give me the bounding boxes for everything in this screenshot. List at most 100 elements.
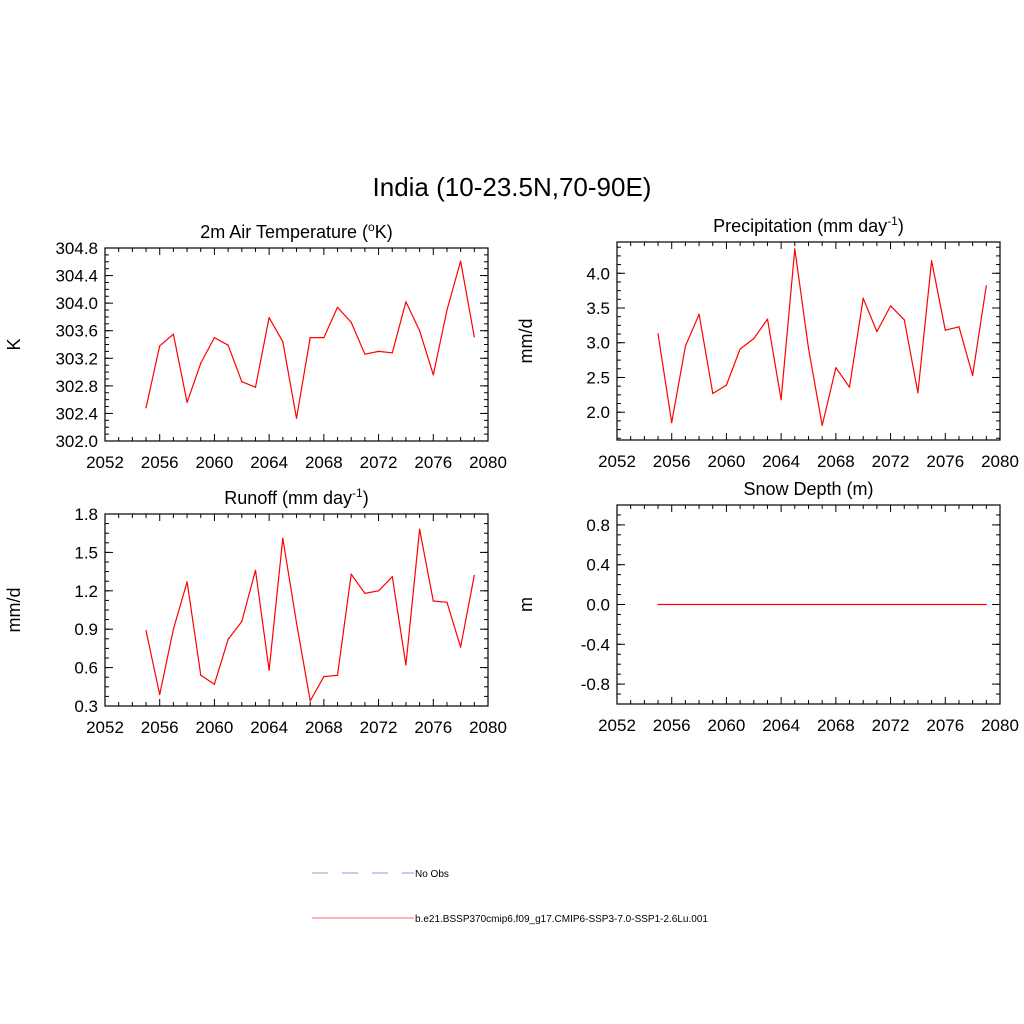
- panel-title-text: Precipitation (mm day: [713, 216, 887, 236]
- x-tick-label: 2064: [762, 452, 800, 471]
- data-point: [931, 260, 933, 262]
- x-tick-label: 2076: [926, 716, 964, 735]
- y-axis-label: mm/d: [4, 588, 24, 633]
- data-point: [944, 603, 946, 606]
- y-tick-label: 3.0: [586, 334, 610, 353]
- data-point: [835, 603, 837, 606]
- data-point: [268, 669, 270, 671]
- y-axis-label: m: [516, 597, 536, 612]
- data-point: [159, 345, 161, 347]
- data-point: [460, 646, 462, 648]
- plot-frame: [104, 513, 489, 707]
- y-tick-label: 1.8: [74, 505, 98, 524]
- data-point: [432, 374, 434, 376]
- x-tick-label: 2072: [360, 718, 398, 737]
- data-point: [145, 629, 147, 632]
- x-tick-label: 2064: [250, 453, 288, 472]
- y-tick-label: 0.0: [586, 596, 610, 615]
- x-tick-label: 2072: [360, 453, 398, 472]
- data-point: [862, 297, 864, 299]
- data-point: [671, 422, 673, 424]
- data-point: [889, 305, 892, 307]
- x-tick-label: 2052: [86, 718, 124, 737]
- data-point: [446, 601, 448, 603]
- data-point: [241, 381, 243, 383]
- data-point: [254, 386, 257, 388]
- series-line: [657, 248, 987, 426]
- x-tick-label: 2060: [708, 716, 746, 735]
- legend-label-1: No Obs: [415, 869, 449, 880]
- data-point: [460, 260, 462, 262]
- data-point: [282, 341, 284, 343]
- x-tick-label: 2076: [926, 452, 964, 471]
- data-point: [794, 248, 796, 250]
- data-point: [766, 603, 769, 606]
- x-tick-label: 2076: [414, 718, 452, 737]
- data-point: [657, 333, 659, 335]
- data-point: [698, 313, 700, 315]
- panel-title-suffix: K): [375, 222, 393, 242]
- data-point: [309, 700, 311, 702]
- data-point: [931, 603, 933, 606]
- data-point: [254, 569, 257, 571]
- data-point: [145, 407, 147, 409]
- panel-title-text: Runoff (mm day: [224, 488, 352, 508]
- y-tick-label: -0.8: [581, 675, 610, 694]
- data-point: [391, 576, 393, 578]
- y-tick-label: 0.6: [74, 659, 98, 678]
- data-point: [323, 675, 325, 678]
- data-point: [985, 603, 987, 606]
- data-point: [473, 574, 475, 577]
- data-point: [473, 336, 475, 338]
- y-tick-label: 0.8: [586, 516, 610, 535]
- data-point: [753, 337, 755, 340]
- data-point: [835, 367, 837, 369]
- series-line: [145, 528, 475, 702]
- y-tick-label: 303.2: [55, 349, 98, 368]
- x-tick-label: 2060: [708, 452, 746, 471]
- chart-panel-4: 2052 2056 2060 2064 2068 2072 2076 2080 -0.8 -0.4…: [516, 479, 1019, 735]
- data-point: [684, 603, 686, 606]
- chart-panel-2: 2052 2056 2060 2064 2068 2072 2076 2080 2.0 2.5 3.…: [516, 214, 1019, 471]
- chart-panel-3: 2052 2056 2060 2064 2068 2072 2076 2080 0.3 0.6 0.…: [4, 486, 507, 737]
- x-tick-label: 2068: [305, 718, 343, 737]
- y-tick-label: -0.4: [581, 635, 610, 654]
- x-tick-label: 2076: [414, 453, 452, 472]
- data-point: [419, 330, 421, 332]
- x-tick-label: 2056: [653, 716, 691, 735]
- data-point: [295, 622, 298, 624]
- data-point: [186, 401, 188, 403]
- data-point: [876, 331, 878, 333]
- data-point: [903, 603, 905, 606]
- x-tick-label: 2052: [598, 716, 636, 735]
- chart-panel-1: 2052 2056 2060 2064 2068 2072 2076 2080 302.0 302…: [4, 220, 507, 472]
- data-point: [241, 620, 243, 623]
- data-point: [377, 350, 380, 352]
- data-point: [268, 317, 270, 319]
- x-tick-label: 2056: [653, 452, 691, 471]
- x-tick-label: 2080: [981, 716, 1019, 735]
- data-point: [364, 353, 366, 355]
- x-tick-label: 2052: [86, 453, 124, 472]
- x-tick-label: 2080: [981, 452, 1019, 471]
- x-tick-label: 2072: [872, 452, 910, 471]
- x-tick-label: 2060: [196, 453, 234, 472]
- y-tick-label: 302.8: [55, 377, 98, 396]
- y-tick-label: 303.6: [55, 322, 98, 341]
- data-point: [336, 674, 339, 676]
- data-point: [794, 603, 796, 606]
- data-point: [364, 592, 366, 594]
- y-tick-label: 302.0: [55, 432, 98, 451]
- panel-title: 2m Air Temperature (oK): [200, 220, 392, 242]
- data-point: [712, 603, 714, 606]
- x-tick-label: 2064: [762, 716, 800, 735]
- data-point: [200, 362, 202, 364]
- data-point: [172, 333, 174, 335]
- data-point: [446, 309, 448, 311]
- data-point: [684, 345, 686, 347]
- y-tick-label: 0.4: [586, 556, 610, 575]
- data-point: [780, 399, 782, 401]
- data-point: [958, 603, 960, 606]
- y-tick-label: 2.5: [586, 368, 610, 387]
- legend-label-2: b.e21.BSSP370cmip6.f09_g17.CMIP6-SSP3-7.…: [415, 914, 708, 925]
